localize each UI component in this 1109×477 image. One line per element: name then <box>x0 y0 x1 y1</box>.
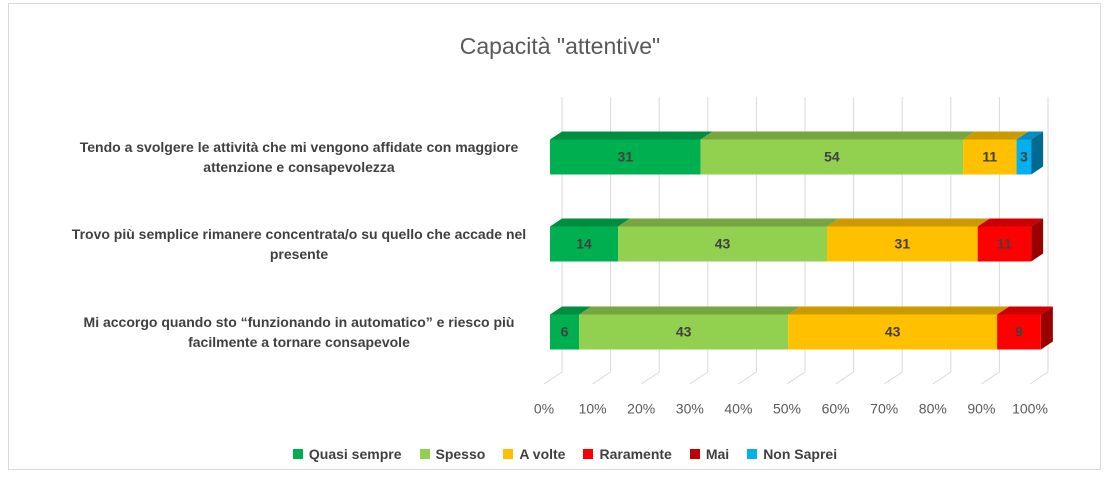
legend-item: A volte <box>503 446 565 462</box>
bar <box>997 314 1041 350</box>
legend-label: Spesso <box>435 446 486 462</box>
bar-top <box>997 306 1053 315</box>
legend-label: Quasi sempre <box>308 446 402 462</box>
data-label: 43 <box>715 236 731 252</box>
legend-item: Spesso <box>419 446 486 462</box>
bar-top <box>1016 131 1044 140</box>
bar-top <box>550 306 592 315</box>
bar <box>618 226 828 262</box>
data-label: 3 <box>1020 149 1028 165</box>
legend-swatch <box>747 449 758 459</box>
bar-top <box>550 218 631 227</box>
legend-swatch <box>292 449 303 459</box>
data-label: 54 <box>824 149 840 165</box>
bar <box>550 139 701 175</box>
bar <box>550 226 619 262</box>
grid-line <box>981 97 1000 385</box>
legend-label: Mai <box>705 446 730 462</box>
legend-item: Quasi sempre <box>292 446 402 462</box>
grid-line <box>1029 97 1049 385</box>
grid-line <box>689 97 709 385</box>
data-label: 11 <box>982 149 997 165</box>
grid-line <box>932 97 952 385</box>
bar <box>579 314 789 350</box>
data-label: 14 <box>576 236 592 252</box>
bar-top <box>700 131 976 140</box>
bar-top <box>827 218 990 227</box>
bar <box>1016 139 1032 175</box>
x-tick-label: 50% <box>773 401 801 417</box>
bar-top <box>618 218 840 227</box>
x-tick-label: 60% <box>822 401 850 417</box>
legend: Quasi sempre Spesso A volte Raramente Mai Non… <box>100 446 1030 462</box>
legend-item: Non Saprei <box>747 446 837 462</box>
legend-swatch <box>689 449 700 459</box>
grid-line <box>835 97 855 385</box>
grid-line <box>543 97 563 385</box>
data-label: 6 <box>561 324 569 340</box>
data-label: 43 <box>676 324 692 340</box>
x-tick-label: 40% <box>724 401 752 417</box>
category-label: Tendo a svolgere le attività che mi veng… <box>79 139 519 175</box>
x-tick-label: 30% <box>676 401 704 417</box>
data-label: 31 <box>895 236 911 252</box>
x-tick-label: 0% <box>534 401 554 417</box>
grid <box>543 97 1049 385</box>
bar-top <box>788 306 1010 315</box>
grid-line <box>883 97 903 385</box>
grid-line <box>592 97 612 385</box>
legend-label: Non Saprei <box>763 446 838 462</box>
legend-label: A volte <box>519 446 566 462</box>
x-tick-label: 100% <box>1012 401 1048 417</box>
x-tick-label: 80% <box>919 401 947 417</box>
grid-line <box>786 97 806 385</box>
bar <box>963 139 1017 175</box>
legend-item: Raramente <box>583 446 672 462</box>
legend-swatch <box>583 449 594 459</box>
bar-side <box>1040 306 1053 350</box>
bar-side <box>1031 218 1044 262</box>
legend-swatch <box>503 449 514 459</box>
grid-line <box>640 97 660 385</box>
data-label: 43 <box>885 324 901 340</box>
legend-label: Raramente <box>599 446 672 462</box>
bar <box>977 226 1032 262</box>
x-tick-label: 70% <box>870 401 898 417</box>
data-label: 31 <box>618 149 634 165</box>
bar <box>788 314 998 350</box>
bar-side <box>1031 131 1044 175</box>
bar-top <box>550 131 713 140</box>
category-label: Trovo più semplice rimanere concentrata/… <box>71 226 527 262</box>
chart-title: Capacità "attentive" <box>460 33 660 59</box>
bar-top <box>977 218 1044 227</box>
legend-item: Mai <box>689 446 730 462</box>
bar <box>550 314 580 350</box>
bar-top <box>963 131 1029 140</box>
legend-swatch <box>419 449 430 459</box>
bar-top <box>579 306 801 315</box>
grid-line <box>738 97 757 385</box>
bar <box>700 139 964 175</box>
x-tick-label: 10% <box>579 401 607 417</box>
data-label: 11 <box>997 236 1012 252</box>
x-tick-label: 20% <box>627 401 655 417</box>
bar <box>827 226 978 262</box>
x-tick-label: 90% <box>967 401 995 417</box>
category-label: Mi accorgo quando sto “funzionando in au… <box>83 314 515 350</box>
data-label: 9 <box>1015 324 1023 340</box>
